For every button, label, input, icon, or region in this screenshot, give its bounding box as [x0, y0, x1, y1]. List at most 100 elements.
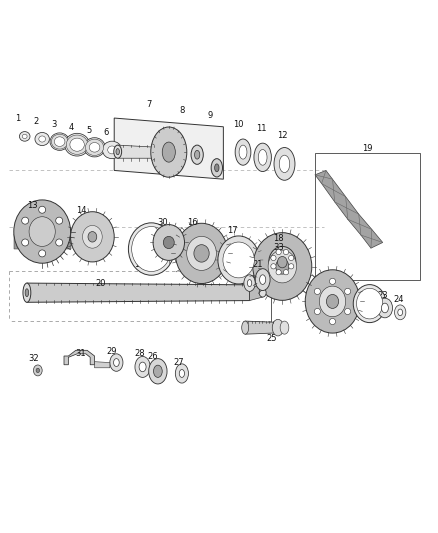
Text: 7: 7	[146, 100, 152, 109]
Circle shape	[271, 255, 276, 261]
Circle shape	[39, 250, 46, 257]
Ellipse shape	[84, 138, 105, 157]
Ellipse shape	[254, 143, 272, 172]
Ellipse shape	[353, 285, 386, 322]
Polygon shape	[64, 350, 95, 365]
Ellipse shape	[175, 223, 228, 284]
Text: 2: 2	[34, 117, 39, 126]
Ellipse shape	[88, 231, 97, 242]
Ellipse shape	[39, 136, 46, 142]
Circle shape	[56, 217, 63, 224]
Ellipse shape	[211, 159, 223, 177]
Ellipse shape	[269, 246, 296, 278]
Ellipse shape	[36, 368, 39, 373]
Ellipse shape	[326, 294, 339, 309]
Text: 31: 31	[75, 349, 85, 358]
Circle shape	[329, 318, 336, 325]
Ellipse shape	[132, 227, 171, 271]
Text: 16: 16	[187, 219, 198, 228]
Circle shape	[329, 278, 336, 285]
Text: 29: 29	[106, 346, 117, 356]
Text: 22: 22	[240, 264, 251, 273]
Ellipse shape	[194, 245, 209, 262]
Polygon shape	[245, 321, 278, 334]
Ellipse shape	[223, 242, 254, 278]
Ellipse shape	[259, 288, 266, 297]
Ellipse shape	[272, 319, 284, 336]
Ellipse shape	[357, 288, 383, 319]
Text: 6: 6	[104, 128, 109, 138]
Ellipse shape	[108, 146, 117, 154]
Text: 26: 26	[147, 352, 158, 361]
Text: 25: 25	[266, 334, 277, 343]
Ellipse shape	[278, 256, 287, 268]
Circle shape	[276, 249, 281, 255]
Ellipse shape	[153, 224, 184, 261]
Text: 10: 10	[233, 120, 244, 129]
Text: 27: 27	[173, 358, 184, 367]
Ellipse shape	[23, 283, 31, 302]
Polygon shape	[250, 285, 263, 301]
Text: 30: 30	[157, 219, 168, 228]
Text: 32: 32	[28, 354, 39, 362]
Ellipse shape	[305, 270, 360, 333]
Text: 28: 28	[134, 349, 145, 358]
Ellipse shape	[253, 233, 312, 300]
Ellipse shape	[381, 303, 389, 313]
Ellipse shape	[114, 145, 122, 158]
Text: 4: 4	[69, 123, 74, 132]
Circle shape	[21, 217, 28, 224]
Ellipse shape	[260, 275, 266, 285]
Ellipse shape	[54, 137, 65, 147]
Text: 23: 23	[378, 291, 388, 300]
Text: 9: 9	[208, 111, 213, 120]
Circle shape	[314, 288, 321, 294]
Ellipse shape	[276, 259, 289, 274]
Ellipse shape	[135, 357, 150, 377]
Text: 20: 20	[96, 279, 106, 288]
Ellipse shape	[258, 149, 267, 165]
Ellipse shape	[194, 150, 200, 159]
Ellipse shape	[279, 155, 290, 173]
Ellipse shape	[85, 139, 104, 156]
Ellipse shape	[33, 365, 42, 376]
Ellipse shape	[395, 305, 406, 320]
Ellipse shape	[113, 359, 119, 367]
Circle shape	[314, 309, 321, 314]
Ellipse shape	[29, 217, 55, 246]
Ellipse shape	[25, 289, 28, 297]
Circle shape	[39, 206, 46, 213]
Text: 8: 8	[179, 106, 184, 115]
Polygon shape	[27, 283, 250, 302]
Ellipse shape	[187, 236, 216, 270]
Text: 5: 5	[86, 126, 92, 135]
Ellipse shape	[242, 321, 249, 334]
Ellipse shape	[191, 145, 203, 164]
Polygon shape	[114, 118, 223, 179]
Ellipse shape	[70, 138, 84, 151]
Ellipse shape	[179, 369, 184, 377]
Ellipse shape	[247, 280, 252, 287]
Ellipse shape	[22, 134, 27, 139]
Ellipse shape	[151, 127, 187, 177]
Ellipse shape	[35, 133, 49, 146]
Text: 21: 21	[252, 260, 263, 269]
Ellipse shape	[319, 286, 346, 317]
Circle shape	[289, 264, 294, 269]
Ellipse shape	[128, 223, 174, 275]
Ellipse shape	[215, 164, 219, 172]
Ellipse shape	[268, 250, 297, 283]
Text: 18: 18	[273, 233, 284, 243]
Ellipse shape	[235, 139, 251, 165]
Ellipse shape	[175, 364, 188, 383]
Circle shape	[271, 264, 276, 269]
Text: 17: 17	[227, 226, 237, 235]
Ellipse shape	[66, 135, 88, 155]
Ellipse shape	[218, 236, 259, 284]
Circle shape	[21, 239, 28, 246]
Text: 33: 33	[273, 243, 284, 252]
Ellipse shape	[244, 275, 255, 292]
Ellipse shape	[149, 359, 167, 384]
Text: 14: 14	[76, 206, 87, 215]
Ellipse shape	[162, 142, 175, 162]
